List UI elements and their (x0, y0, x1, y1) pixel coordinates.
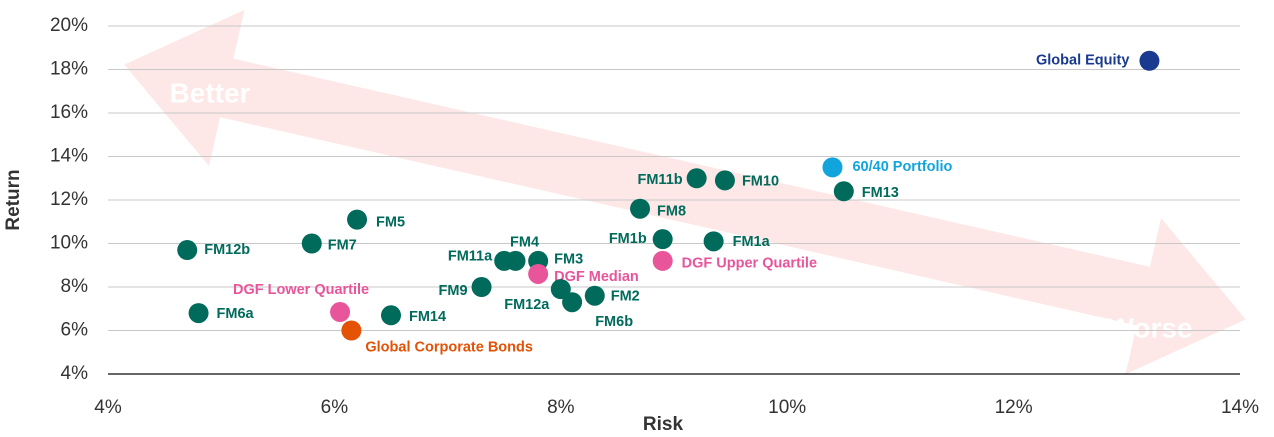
point-label: FM12b (204, 242, 250, 258)
point (471, 277, 492, 297)
point-label: DGF Lower Quartile (233, 282, 369, 298)
point-label: FM4 (510, 235, 539, 251)
point-label: FM8 (657, 204, 686, 220)
point (330, 302, 351, 323)
y-axis-title: Return (3, 169, 24, 230)
y-tick-label: 12% (50, 189, 88, 210)
point-label: Global Equity (1036, 53, 1129, 69)
y-tick-label: 4% (61, 363, 89, 384)
point-label: 60/40 Portfolio (852, 159, 952, 175)
point (584, 285, 605, 306)
point (686, 168, 707, 189)
x-axis-title: Risk (643, 414, 684, 435)
y-tick-label: 20% (50, 15, 88, 36)
point-label: FM3 (554, 252, 583, 268)
point (550, 279, 571, 300)
point (562, 292, 583, 313)
y-tick-label: 6% (61, 320, 89, 341)
point-label: FM11b (638, 172, 683, 188)
point-label: FM6a (217, 306, 255, 322)
point-label: FM1a (733, 234, 771, 250)
point-label: FM2 (611, 289, 640, 305)
point (505, 250, 526, 271)
point (188, 303, 209, 324)
x-tick-label: 14% (1221, 397, 1259, 418)
point (177, 240, 198, 261)
point (833, 181, 854, 202)
x-tick-label: 10% (768, 397, 806, 418)
x-tick-label: 6% (321, 397, 349, 418)
point (652, 250, 673, 271)
point-label: FM5 (376, 214, 405, 230)
point (714, 170, 735, 191)
x-tick-label: 4% (94, 397, 122, 418)
point-label: FM11a (448, 249, 493, 265)
arrow-shape (124, 9, 1246, 375)
point-label: FM6b (595, 314, 633, 330)
point-label: DGF Upper Quartile (682, 256, 817, 272)
point-label: DGF Median (554, 269, 639, 285)
point-label: FM13 (862, 185, 899, 201)
point (630, 198, 651, 219)
point-label: FM14 (409, 309, 446, 325)
x-tick-label: 12% (995, 397, 1033, 418)
point (703, 231, 724, 252)
annotation-worse: Worse (1107, 312, 1192, 343)
y-tick-label: 10% (50, 233, 88, 254)
point-label: FM12a (504, 297, 550, 313)
y-tick-label: 18% (50, 59, 88, 80)
y-tick-label: 14% (50, 146, 88, 167)
point (381, 305, 401, 326)
point (347, 209, 368, 230)
point-label: FM10 (742, 173, 779, 189)
point (822, 157, 843, 178)
point (1139, 50, 1160, 71)
annotation-better: Better (170, 77, 251, 108)
point (528, 263, 549, 284)
y-tick-label: 16% (50, 102, 88, 123)
point-label: FM1b (609, 231, 647, 247)
point (652, 229, 673, 250)
y-tick-label: 8% (61, 276, 89, 297)
point-label: Global Corporate Bonds (365, 339, 533, 355)
better-worse-arrow (124, 9, 1246, 375)
x-tick-label: 8% (547, 397, 575, 418)
point (341, 320, 362, 341)
point (301, 233, 322, 254)
point-label: FM9 (439, 283, 468, 299)
point-label: FM7 (328, 237, 357, 253)
